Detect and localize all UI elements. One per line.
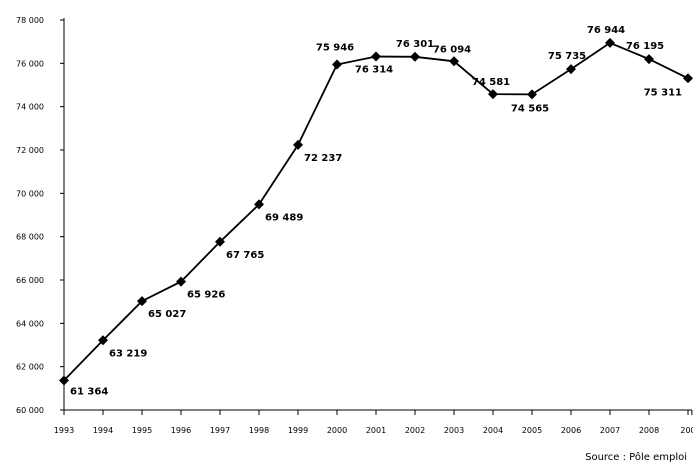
x-tick-label: 1994 bbox=[93, 426, 113, 435]
x-tick-label: 2004 bbox=[483, 426, 503, 435]
data-point-marker bbox=[449, 56, 459, 67]
y-tick-label: 76 000 bbox=[16, 59, 44, 68]
data-label: 74 581 bbox=[472, 77, 510, 88]
data-point-marker bbox=[605, 37, 615, 48]
data-point-marker bbox=[254, 199, 264, 210]
chart-axes bbox=[63, 18, 692, 411]
y-tick-label: 66 000 bbox=[16, 276, 44, 285]
data-point-marker bbox=[371, 51, 381, 62]
data-label: 65 027 bbox=[148, 309, 186, 320]
y-tick-label: 70 000 bbox=[16, 189, 44, 198]
data-point-marker bbox=[293, 139, 303, 150]
data-label: 76 314 bbox=[355, 65, 393, 76]
x-tick-label: 2001 bbox=[366, 426, 386, 435]
x-tick-label: 2005 bbox=[522, 426, 542, 435]
x-tick-label: 1998 bbox=[249, 426, 269, 435]
data-point-marker bbox=[488, 89, 498, 100]
source-note: Source : Pôle emploi bbox=[585, 452, 687, 463]
x-tick-label: 2000 bbox=[327, 426, 347, 435]
data-label: 75 946 bbox=[316, 43, 354, 54]
data-label: 67 765 bbox=[226, 250, 264, 261]
x-tick-label: 2003 bbox=[444, 426, 464, 435]
y-tick-label: 78 000 bbox=[16, 16, 44, 25]
x-tick-label: 2008 bbox=[639, 426, 659, 435]
x-tick-label: 1995 bbox=[132, 426, 152, 435]
x-tick-label: 200 bbox=[680, 426, 693, 435]
series-line-group bbox=[63, 41, 689, 382]
y-tick-label: 68 000 bbox=[16, 233, 44, 242]
series-line bbox=[63, 41, 689, 382]
y-tick-label: 64 000 bbox=[16, 319, 44, 328]
data-label: 74 565 bbox=[511, 103, 549, 114]
data-point-marker bbox=[566, 64, 576, 75]
data-point-marker bbox=[215, 236, 225, 247]
data-point-marker bbox=[176, 276, 186, 287]
x-tick-label: 1999 bbox=[288, 426, 308, 435]
data-point-marker bbox=[410, 51, 420, 62]
x-axis-ticks: 1993 1994 1995 1996 1997 1998 1999 2000 2001 2002… bbox=[54, 410, 693, 435]
data-markers bbox=[59, 37, 693, 386]
data-label: 76 195 bbox=[626, 41, 664, 52]
x-tick-label: 1993 bbox=[54, 426, 74, 435]
y-tick-label: 62 000 bbox=[16, 363, 44, 372]
y-tick-label: 60 000 bbox=[16, 406, 44, 415]
x-tick-label: 2007 bbox=[600, 426, 620, 435]
data-point-marker bbox=[527, 89, 537, 100]
data-label: 75 311 bbox=[644, 87, 682, 98]
data-label: 72 237 bbox=[304, 153, 342, 164]
data-point-marker bbox=[332, 59, 342, 70]
x-tick-label: 2006 bbox=[561, 426, 581, 435]
data-point-marker bbox=[137, 296, 147, 307]
data-label: 75 735 bbox=[548, 51, 586, 62]
data-label: 69 489 bbox=[265, 212, 303, 223]
x-tick-label: 1997 bbox=[210, 426, 230, 435]
data-label: 76 301 bbox=[396, 39, 434, 50]
data-point-marker bbox=[683, 73, 693, 84]
data-label: 61 364 bbox=[70, 386, 108, 397]
y-tick-label: 74 000 bbox=[16, 103, 44, 112]
y-axis-ticks: 60 000 62 000 64 000 66 000 68 000 70 000 72 0… bbox=[16, 16, 64, 415]
x-tick-label: 2002 bbox=[405, 426, 425, 435]
data-point-marker bbox=[98, 335, 108, 346]
data-label: 63 219 bbox=[109, 348, 147, 359]
data-point-marker bbox=[644, 54, 654, 65]
x-tick-label: 1996 bbox=[171, 426, 191, 435]
data-label: 76 094 bbox=[433, 44, 471, 55]
data-label: 76 944 bbox=[587, 25, 625, 36]
data-point-marker bbox=[59, 375, 69, 386]
y-tick-label: 72 000 bbox=[16, 146, 44, 155]
data-label: 65 926 bbox=[187, 290, 225, 301]
